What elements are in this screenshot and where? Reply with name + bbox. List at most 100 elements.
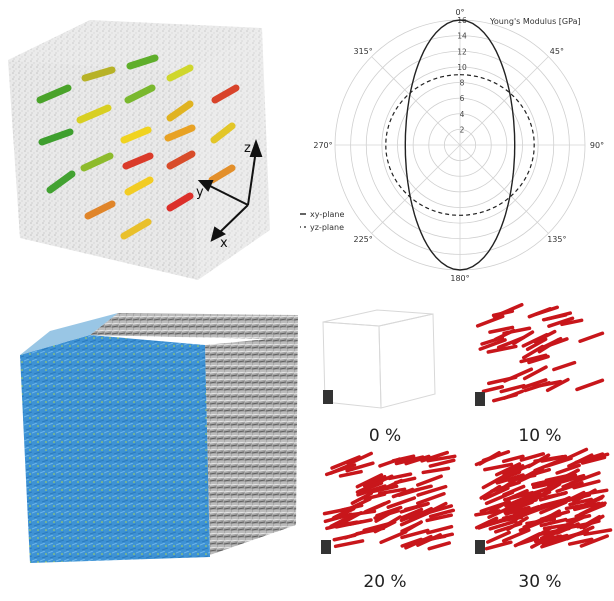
fiber-stroke <box>426 524 454 535</box>
fiber-stroke <box>576 519 601 529</box>
fiber-stroke <box>487 503 517 519</box>
fiber-stroke <box>491 309 515 318</box>
fiber-stroke <box>504 505 531 516</box>
fiber-stroke <box>531 502 561 511</box>
fiber-stroke <box>474 509 501 517</box>
volume-fraction-grid: 0 % 10 % 20 % 30 % <box>305 298 614 597</box>
vf-20-fibers <box>321 450 457 554</box>
polar-spoke <box>459 144 549 234</box>
fiber-stroke <box>530 534 555 549</box>
youngs-modulus-polar-plot: 0° 45° 90° 135° 180° 225° 270° 315° 2 4 6 8 10 12 14 1… <box>290 0 614 290</box>
fiber-stroke <box>481 384 505 394</box>
vf-30-fibers <box>474 447 613 554</box>
microstructure-block-figure <box>0 295 300 597</box>
fiber-stroke <box>497 466 524 481</box>
fiber-stroke <box>487 499 511 514</box>
axis-x-label: x <box>220 236 228 251</box>
cube-front-face <box>8 60 198 280</box>
fiber-stroke <box>475 314 505 328</box>
fiber-stroke <box>421 466 451 475</box>
fiber-stroke <box>400 520 423 533</box>
fiber-stroke <box>502 389 525 400</box>
fiber-stroke <box>486 344 518 354</box>
polar-radial-label: 14 <box>457 32 467 41</box>
fiber-stroke <box>355 479 384 494</box>
orientation-arrows <box>36 54 240 240</box>
fiber-stroke <box>488 325 515 334</box>
fiber-stroke <box>478 338 507 351</box>
fiber-stroke <box>355 473 384 489</box>
legend-yz-label: yz-plane <box>310 223 344 232</box>
fiber-stroke <box>555 481 584 493</box>
fiber-stroke <box>427 541 452 551</box>
fiber-stroke <box>416 474 443 487</box>
fiber-stroke <box>340 511 363 525</box>
fiber-stroke <box>333 539 365 549</box>
fiber-stroke <box>399 511 430 527</box>
fiber-stroke <box>578 501 605 517</box>
fiber-stroke <box>525 337 548 352</box>
polar-spoke <box>371 144 461 234</box>
polar-angle-label: 135° <box>547 235 566 244</box>
polar-angle-label: 315° <box>353 47 372 56</box>
block-gray-top-face <box>90 313 298 339</box>
polar-radial-label: 8 <box>460 79 465 88</box>
polar-angle-labels: 0° 45° 90° 135° 180° 225° 270° 315° <box>313 8 604 283</box>
polar-legend: xy-plane yz-plane <box>290 210 344 232</box>
vf-10-fibers <box>475 302 605 406</box>
fiber-stroke <box>579 534 609 548</box>
fiber-stroke <box>428 508 456 519</box>
fiber-stroke <box>343 529 368 540</box>
fiber-stroke <box>400 507 424 520</box>
fiber-orientation-cube-figure: z y x <box>0 0 300 290</box>
fiber-stroke <box>501 454 525 464</box>
polar-angle-label: 90° <box>590 141 604 150</box>
fiber-stroke <box>501 528 531 543</box>
fiber-stroke <box>521 378 548 390</box>
fiber-stroke <box>331 507 356 521</box>
coordinate-axes <box>197 139 263 242</box>
vf-label-30: 30 % <box>518 572 562 592</box>
fiber-stroke <box>552 360 577 372</box>
fiber-stroke <box>425 513 453 523</box>
fiber-stroke <box>502 484 526 497</box>
fiber-stroke <box>567 537 594 546</box>
fiber-stroke <box>404 454 431 466</box>
fiber-stroke <box>338 469 363 478</box>
polar-radial-label: 4 <box>460 110 465 119</box>
fiber-stroke <box>578 331 605 343</box>
polar-spoke <box>371 56 461 146</box>
fiber-stroke <box>345 461 375 473</box>
fiber-stroke <box>519 465 546 481</box>
fiber-stroke <box>569 471 601 485</box>
fiber-stroke <box>488 519 518 531</box>
fiber-stroke <box>531 479 563 490</box>
vf-label-20: 20 % <box>363 572 407 592</box>
fiber-stroke <box>506 516 529 532</box>
polar-grid <box>334 19 586 271</box>
vf-0-box <box>322 309 436 409</box>
fiber-stroke <box>487 375 518 386</box>
fiber-stroke <box>519 452 546 462</box>
polar-radial-label: 2 <box>460 125 465 134</box>
fiber-stroke <box>379 515 402 530</box>
axis-z-label: z <box>244 141 251 156</box>
polar-title: Young's Modulus [GPa] <box>489 17 581 26</box>
fiber-stroke <box>493 328 516 342</box>
fiber-stroke <box>521 332 549 348</box>
fiber-stroke <box>522 365 548 381</box>
fiber-stroke <box>583 528 613 537</box>
polar-spoke <box>459 56 549 146</box>
fiber-stroke <box>329 512 357 529</box>
fiber-stroke <box>499 383 526 394</box>
fiber-stroke <box>527 307 552 319</box>
fiber-stroke <box>346 451 373 466</box>
fiber-stroke <box>483 462 514 472</box>
fiber-stroke <box>494 462 522 477</box>
polar-radial-label: 12 <box>457 47 467 56</box>
fiber-stroke <box>420 450 449 463</box>
xy-plane-curve <box>404 19 516 271</box>
cube-top-face <box>8 20 262 72</box>
fiber-stroke <box>482 486 510 501</box>
fiber-stroke <box>377 487 407 496</box>
